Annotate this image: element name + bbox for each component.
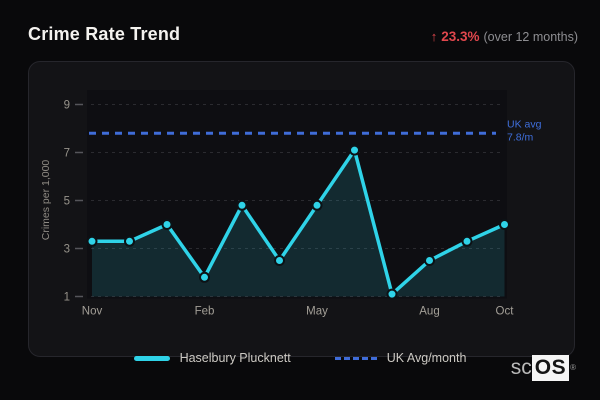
legend-label: Haselbury Plucknett xyxy=(179,351,291,365)
registered-trademark-icon: ® xyxy=(570,363,576,372)
plot-area xyxy=(87,90,507,299)
series-area-fill xyxy=(92,150,505,297)
legend-label: UK Avg/month xyxy=(386,351,467,365)
y-tick-label: 5 xyxy=(64,196,70,208)
data-point-marker xyxy=(424,255,435,266)
data-point-marker xyxy=(461,235,473,247)
data-point-marker xyxy=(274,255,285,266)
page-title: Crime Rate Trend xyxy=(28,24,181,44)
y-tick-label: 1 xyxy=(64,292,70,304)
blue-dashed-line-swatch-icon xyxy=(334,356,377,360)
y-axis-label: Crimes per 1,000 xyxy=(40,160,52,241)
x-tick-label: Nov xyxy=(82,306,103,318)
trend-percentage: 23.3% xyxy=(441,29,480,44)
x-tick-label: Feb xyxy=(195,306,215,318)
data-point-marker xyxy=(124,235,135,247)
trend-indicator: ↑ 23.3% (over 12 months) xyxy=(431,29,578,44)
x-tick-label: Aug xyxy=(419,306,439,318)
data-point-marker xyxy=(236,199,248,211)
data-point-marker xyxy=(386,288,398,300)
data-point-marker xyxy=(311,199,323,211)
data-point-marker xyxy=(499,219,510,230)
y-tick-label: 9 xyxy=(64,100,70,112)
data-point-marker xyxy=(86,235,98,247)
uk-avg-label: UK avg xyxy=(507,118,542,130)
chart-legend: Haselbury Plucknett UK Avg/month xyxy=(0,351,600,365)
cyan-line-swatch-icon xyxy=(133,355,170,361)
series-line xyxy=(90,148,507,296)
logo-suffix: OS xyxy=(531,355,570,381)
legend-item-haselbury-plucknett[interactable]: Haselbury Plucknett xyxy=(133,351,291,365)
data-point-marker xyxy=(199,271,210,283)
scos-logo: sc OS ® xyxy=(511,355,576,381)
uk-avg-value-label: 7.8/m xyxy=(507,131,534,143)
crime-trend-card: 1 3 5 7 9 Nov Feb May Aug Oct Crimes per 1,000 UK a… xyxy=(28,61,575,357)
y-tick-label: 7 xyxy=(64,148,70,160)
y-tick-label: 3 xyxy=(64,244,70,256)
x-tick-label: Oct xyxy=(496,306,515,318)
legend-item-uk-avg[interactable]: UK Avg/month xyxy=(334,351,467,365)
data-point-marker xyxy=(349,144,360,156)
logo-prefix: sc xyxy=(510,356,532,379)
trend-up-arrow-icon: ↑ xyxy=(430,29,438,44)
x-tick-label: May xyxy=(306,306,328,318)
data-point-marker xyxy=(161,219,173,230)
trend-period: (over 12 months) xyxy=(483,30,578,44)
crime-trend-chart: 1 3 5 7 9 Nov Feb May Aug Oct Crimes per 1,000 UK a… xyxy=(40,90,542,318)
